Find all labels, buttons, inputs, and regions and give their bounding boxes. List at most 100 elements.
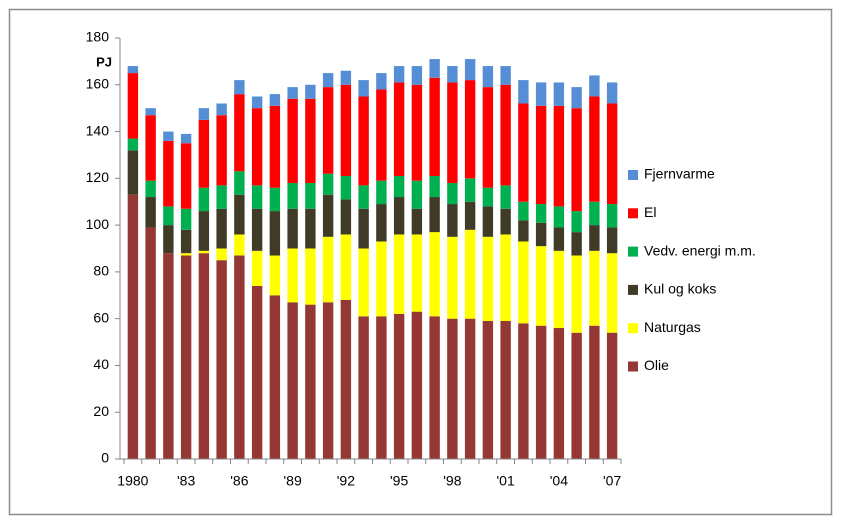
bar-segment — [163, 225, 174, 254]
legend-swatch — [628, 323, 638, 334]
bar-segment — [305, 98, 316, 184]
bar-segment — [198, 187, 210, 212]
bar-segment — [500, 234, 511, 322]
bar-segment — [340, 234, 352, 300]
bar-segment — [358, 248, 369, 317]
legend-swatch — [628, 208, 638, 219]
bar-segment — [535, 325, 547, 459]
bar-segment — [393, 175, 405, 198]
bar-segment — [127, 150, 139, 195]
bar-segment — [447, 66, 458, 83]
bar-segment — [216, 185, 227, 209]
bar-segment — [553, 227, 565, 251]
bar-segment — [340, 299, 352, 459]
y-tick-label: 180 — [86, 29, 110, 45]
y-tick-label: 0 — [101, 450, 109, 466]
x-tick-label: '83 — [177, 473, 195, 489]
bar-segment — [411, 66, 423, 85]
bar-segment — [535, 204, 547, 223]
bar-segment — [553, 82, 565, 106]
bar-segment — [500, 208, 511, 235]
y-tick-label: 100 — [86, 216, 110, 232]
x-tick-label: '92 — [337, 473, 355, 489]
bar-segment — [234, 80, 245, 95]
bar-segment — [464, 201, 476, 230]
y-tick-label: 20 — [93, 403, 109, 419]
bar-segment — [553, 105, 565, 207]
bar-segment — [216, 248, 227, 261]
bar-segment — [145, 108, 156, 116]
bar-segment — [145, 180, 156, 198]
bar-segment — [482, 87, 494, 188]
bar-segment — [163, 131, 174, 141]
bar-segment — [500, 321, 511, 459]
bar-segment — [305, 208, 316, 249]
bar-segment — [251, 285, 263, 459]
bar-segment — [234, 255, 245, 459]
bar-segment — [464, 229, 476, 319]
legend-label: Naturgas — [644, 319, 701, 335]
bar-segment — [571, 108, 582, 212]
bar-segment — [216, 103, 227, 116]
bar-segment — [535, 82, 547, 106]
bar-segment — [340, 199, 352, 235]
bar-segment — [447, 318, 458, 459]
legend-label: Olie — [644, 357, 669, 373]
bar-segment — [447, 236, 458, 319]
bar-segment — [411, 311, 423, 459]
bar-segment — [163, 206, 174, 226]
bar-segment — [145, 115, 156, 181]
bar-segment — [305, 304, 316, 459]
bar-segment — [251, 185, 263, 209]
bar-segment — [287, 87, 298, 99]
bar-segment — [180, 255, 192, 459]
bar-segment — [234, 171, 245, 195]
bar-segment — [234, 94, 245, 172]
x-tick-label: 1980 — [117, 473, 148, 489]
bar-segment — [287, 248, 298, 303]
y-tick-label: 140 — [86, 122, 110, 138]
bar-segment — [553, 328, 565, 459]
bar-segment — [589, 96, 600, 202]
bar-segment — [606, 227, 618, 254]
bar-segment — [393, 313, 405, 459]
x-tick-label: '01 — [497, 473, 515, 489]
bar-segment — [340, 84, 352, 176]
bar-segment — [429, 232, 440, 317]
bar-segment — [535, 105, 547, 205]
bar-segment — [234, 234, 245, 256]
bar-segment — [322, 87, 334, 174]
bar-segment — [340, 70, 352, 85]
bar-segment — [464, 80, 476, 179]
bar-segment — [393, 234, 405, 314]
bar-segment — [180, 229, 192, 254]
bar-segment — [251, 96, 263, 109]
bar-segment — [198, 108, 210, 120]
bar-segment — [322, 302, 334, 459]
bar-segment — [216, 260, 227, 459]
bar-segment — [589, 75, 600, 97]
legend-label: El — [644, 204, 656, 220]
bar-segment — [518, 80, 529, 104]
legend-swatch — [628, 246, 638, 257]
x-tick-label: '89 — [284, 473, 302, 489]
bar-segment — [482, 66, 494, 88]
bar-segment — [429, 77, 440, 176]
bar-segment — [500, 66, 511, 85]
bar-segment — [305, 248, 316, 305]
legend-swatch — [628, 284, 638, 295]
legend-label: Kul og koks — [644, 281, 716, 297]
bar-segment — [589, 250, 600, 326]
bar-segment — [606, 204, 618, 228]
bar-segment — [482, 321, 494, 459]
bar-segment — [429, 175, 440, 198]
bar-segment — [393, 66, 405, 83]
bar-segment — [163, 140, 174, 207]
bar-segment — [251, 250, 263, 286]
bar-segment — [482, 236, 494, 322]
bar-segment — [464, 318, 476, 459]
bar-segment — [145, 197, 156, 228]
bar-segment — [571, 211, 582, 233]
bar-segment — [376, 241, 387, 317]
